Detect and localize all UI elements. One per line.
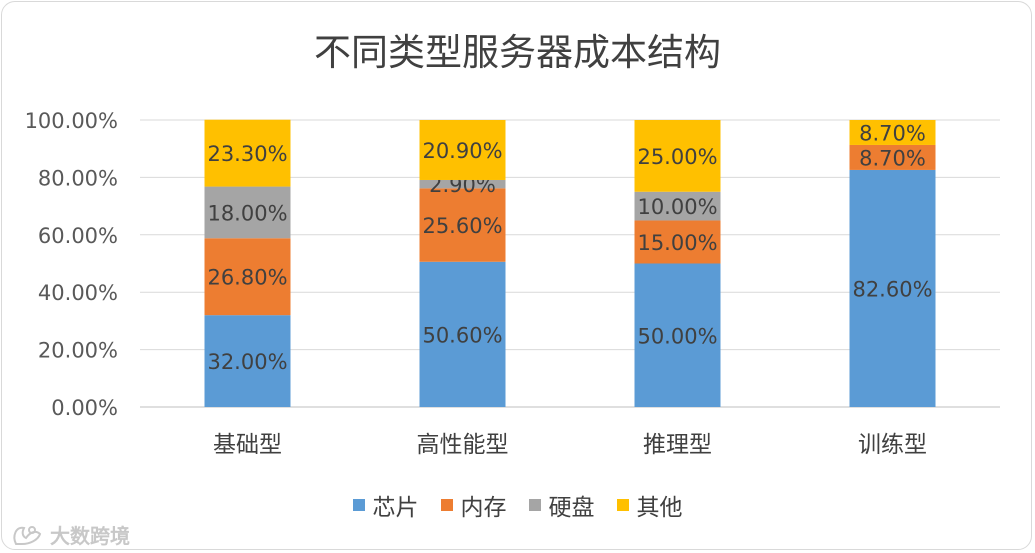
data-label: 25.00% bbox=[637, 145, 717, 169]
bar-segment bbox=[419, 188, 506, 262]
y-tick-label: 0.00% bbox=[51, 396, 118, 420]
legend-swatch bbox=[440, 499, 453, 511]
bar-segment bbox=[634, 263, 721, 407]
bar-segment bbox=[419, 179, 506, 189]
data-label: 15.00% bbox=[637, 231, 717, 255]
data-label: 50.60% bbox=[422, 323, 502, 347]
data-label: 82.60% bbox=[852, 277, 932, 301]
legend-swatch bbox=[616, 499, 629, 511]
bar-segment bbox=[849, 120, 936, 145]
x-tick-label: 基础型 bbox=[213, 432, 282, 458]
bar-segment bbox=[204, 238, 291, 316]
data-label: 26.80% bbox=[207, 266, 287, 290]
y-tick-label: 100.00% bbox=[25, 109, 118, 133]
y-tick-label: 80.00% bbox=[38, 166, 118, 190]
data-label: 23.30% bbox=[207, 142, 287, 166]
y-tick-label: 40.00% bbox=[38, 281, 118, 305]
bar-segment bbox=[634, 191, 721, 221]
watermark: 大数跨境 bbox=[10, 520, 130, 549]
x-tick-label: 训练型 bbox=[858, 432, 927, 458]
bar-segment bbox=[634, 220, 721, 264]
x-tick-label: 推理型 bbox=[643, 432, 712, 458]
y-tick-label: 60.00% bbox=[38, 224, 118, 248]
legend-label: 内存 bbox=[460, 495, 507, 521]
bar-segment bbox=[419, 120, 506, 180]
data-label: 8.70% bbox=[859, 121, 926, 145]
data-label: 25.60% bbox=[422, 214, 502, 238]
y-tick-label: 20.00% bbox=[38, 339, 118, 363]
data-label: 50.00% bbox=[637, 324, 717, 348]
legend-item: 其他 bbox=[616, 488, 683, 522]
legend-label: 芯片 bbox=[372, 495, 419, 521]
watermark-text: 大数跨境 bbox=[50, 524, 130, 548]
legend-label: 其他 bbox=[636, 495, 683, 521]
bar-segment bbox=[634, 120, 721, 192]
bar-segment bbox=[204, 186, 291, 239]
data-label: 32.00% bbox=[207, 350, 287, 374]
chart-title: 不同类型服务器成本结构 bbox=[314, 31, 721, 74]
chart-legend: 芯片 内存 硬盘 其他 bbox=[0, 488, 1035, 522]
data-label: 18.00% bbox=[207, 201, 287, 225]
bar-segment bbox=[419, 261, 506, 407]
legend-item: 硬盘 bbox=[528, 488, 595, 522]
data-label: 20.90% bbox=[422, 139, 502, 163]
x-tick-label: 高性能型 bbox=[417, 432, 509, 458]
legend-swatch bbox=[352, 499, 365, 511]
rabbit-logo-icon bbox=[13, 525, 42, 545]
bar-segment bbox=[849, 144, 936, 170]
bar-segment bbox=[849, 169, 936, 407]
legend-item: 芯片 bbox=[352, 488, 419, 522]
data-label: 8.70% bbox=[859, 146, 926, 170]
bar-segment bbox=[204, 119, 291, 187]
legend-item: 内存 bbox=[440, 488, 507, 522]
legend-label: 硬盘 bbox=[548, 495, 595, 521]
bar-segment bbox=[204, 315, 291, 407]
data-label: 10.00% bbox=[637, 195, 717, 219]
legend-swatch bbox=[528, 499, 541, 511]
